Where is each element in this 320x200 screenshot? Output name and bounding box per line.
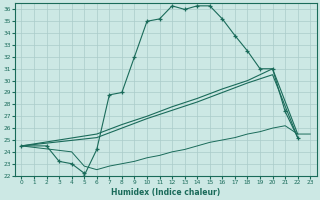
X-axis label: Humidex (Indice chaleur): Humidex (Indice chaleur) xyxy=(111,188,220,197)
